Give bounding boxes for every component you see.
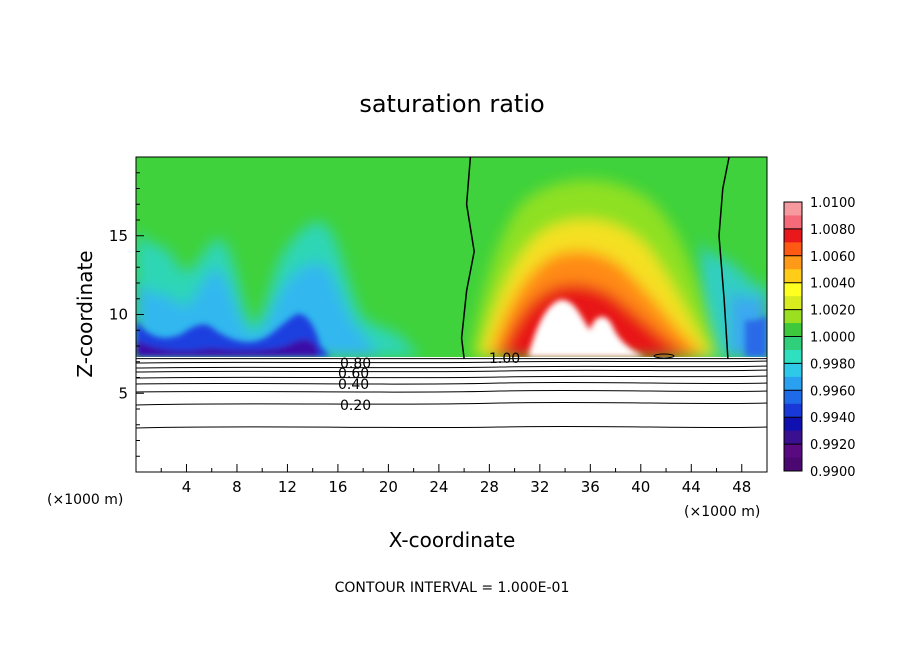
colorbar-swatch <box>784 403 802 418</box>
x-tick-label: 28 <box>480 478 499 496</box>
contour-label-040: 0.40 <box>338 377 369 393</box>
x-tick-label: 48 <box>732 478 751 496</box>
colorbar-tick-label: 1.0040 <box>810 277 856 292</box>
colorbar-swatch <box>784 336 802 351</box>
x-tick-label: 36 <box>581 478 600 496</box>
colorbar-tick-label: 0.9960 <box>810 384 856 399</box>
colorbar-swatch <box>784 349 802 364</box>
colorbar-swatch <box>784 390 802 405</box>
supersaturation-field <box>136 157 767 357</box>
colorbar-swatch <box>784 376 802 391</box>
x-tick-label: 40 <box>631 478 650 496</box>
colorbar-tick-label: 1.0060 <box>810 250 856 265</box>
colorbar-swatch <box>784 228 802 243</box>
subsaturated-blue <box>136 314 767 357</box>
colorbar-swatch <box>784 296 802 311</box>
contour-label-080: 0.80 <box>340 356 371 372</box>
x-tick-label: 16 <box>328 478 347 496</box>
contour-label-100: 1.00 <box>489 351 520 367</box>
x-tick-label: 24 <box>429 478 448 496</box>
colorbar-swatch <box>784 215 802 230</box>
below-cloud-base <box>136 357 767 472</box>
colorbar-swatch <box>784 269 802 284</box>
small-contour-loop <box>653 353 675 359</box>
colorbar-swatch <box>784 323 802 337</box>
y-tick-label: 10 <box>109 306 128 324</box>
colorbar-swatch <box>784 255 802 270</box>
colorbar-tick-label: 0.9980 <box>810 357 856 372</box>
colorbar-tick-label: 1.0080 <box>810 223 856 238</box>
y-tick-label: 5 <box>118 384 128 402</box>
contour-label-060: 0.60 <box>338 366 369 382</box>
y-axis-ticks: 5 10 15 <box>109 172 144 457</box>
contour-interval-note: CONTOUR INTERVAL = 1.000E-01 <box>335 580 570 596</box>
colorbar-swatch <box>784 363 802 378</box>
x-tick-label: 4 <box>182 478 192 496</box>
colorbar-swatch <box>784 457 802 472</box>
y-axis-label: Z-coordinate <box>73 250 97 377</box>
colorbar-swatch <box>784 202 802 216</box>
plot-area <box>136 157 767 472</box>
colorbar-tick-label: 0.9940 <box>810 411 856 426</box>
x-tick-label: 12 <box>278 478 297 496</box>
contour-lines <box>136 360 767 429</box>
colorbar-swatch <box>784 282 802 297</box>
colorbar-tick-label: 1.0020 <box>810 304 856 319</box>
colorbar-swatch <box>784 430 802 445</box>
colorbar-swatch <box>784 444 802 459</box>
colorbar-swatch <box>784 242 802 257</box>
chart-title: saturation ratio <box>359 90 544 118</box>
cloud-boundary-right <box>718 157 730 359</box>
x-tick-label: 20 <box>379 478 398 496</box>
colorbar-tick-label: 0.9900 <box>810 465 856 480</box>
colorbar-swatch <box>784 417 802 432</box>
colorbar-swatch <box>784 309 802 324</box>
colorbar-tick-label: 1.0000 <box>810 331 856 346</box>
colorbar-tick-label: 0.9920 <box>810 438 856 453</box>
x-axis-ticks: 4 8 12 16 20 24 28 32 36 40 44 48 <box>160 464 751 496</box>
y-tick-label: 15 <box>109 227 128 245</box>
cloud-boundary-left <box>460 157 475 359</box>
colorbar: 1.0100 1.0080 1.0060 1.0040 1.0020 1.0000 0.99… <box>783 196 856 480</box>
x-unit-left: (×1000 m) <box>47 492 123 508</box>
x-tick-label: 44 <box>682 478 701 496</box>
colorbar-tick-label: 1.0100 <box>810 196 856 211</box>
x-tick-label: 32 <box>530 478 549 496</box>
x-unit-right: (×1000 m) <box>684 504 760 520</box>
x-axis-label: X-coordinate <box>389 528 516 552</box>
cloud-saturated-core <box>528 299 645 357</box>
x-tick-label: 8 <box>232 478 242 496</box>
contour-label-020: 0.20 <box>340 398 371 414</box>
